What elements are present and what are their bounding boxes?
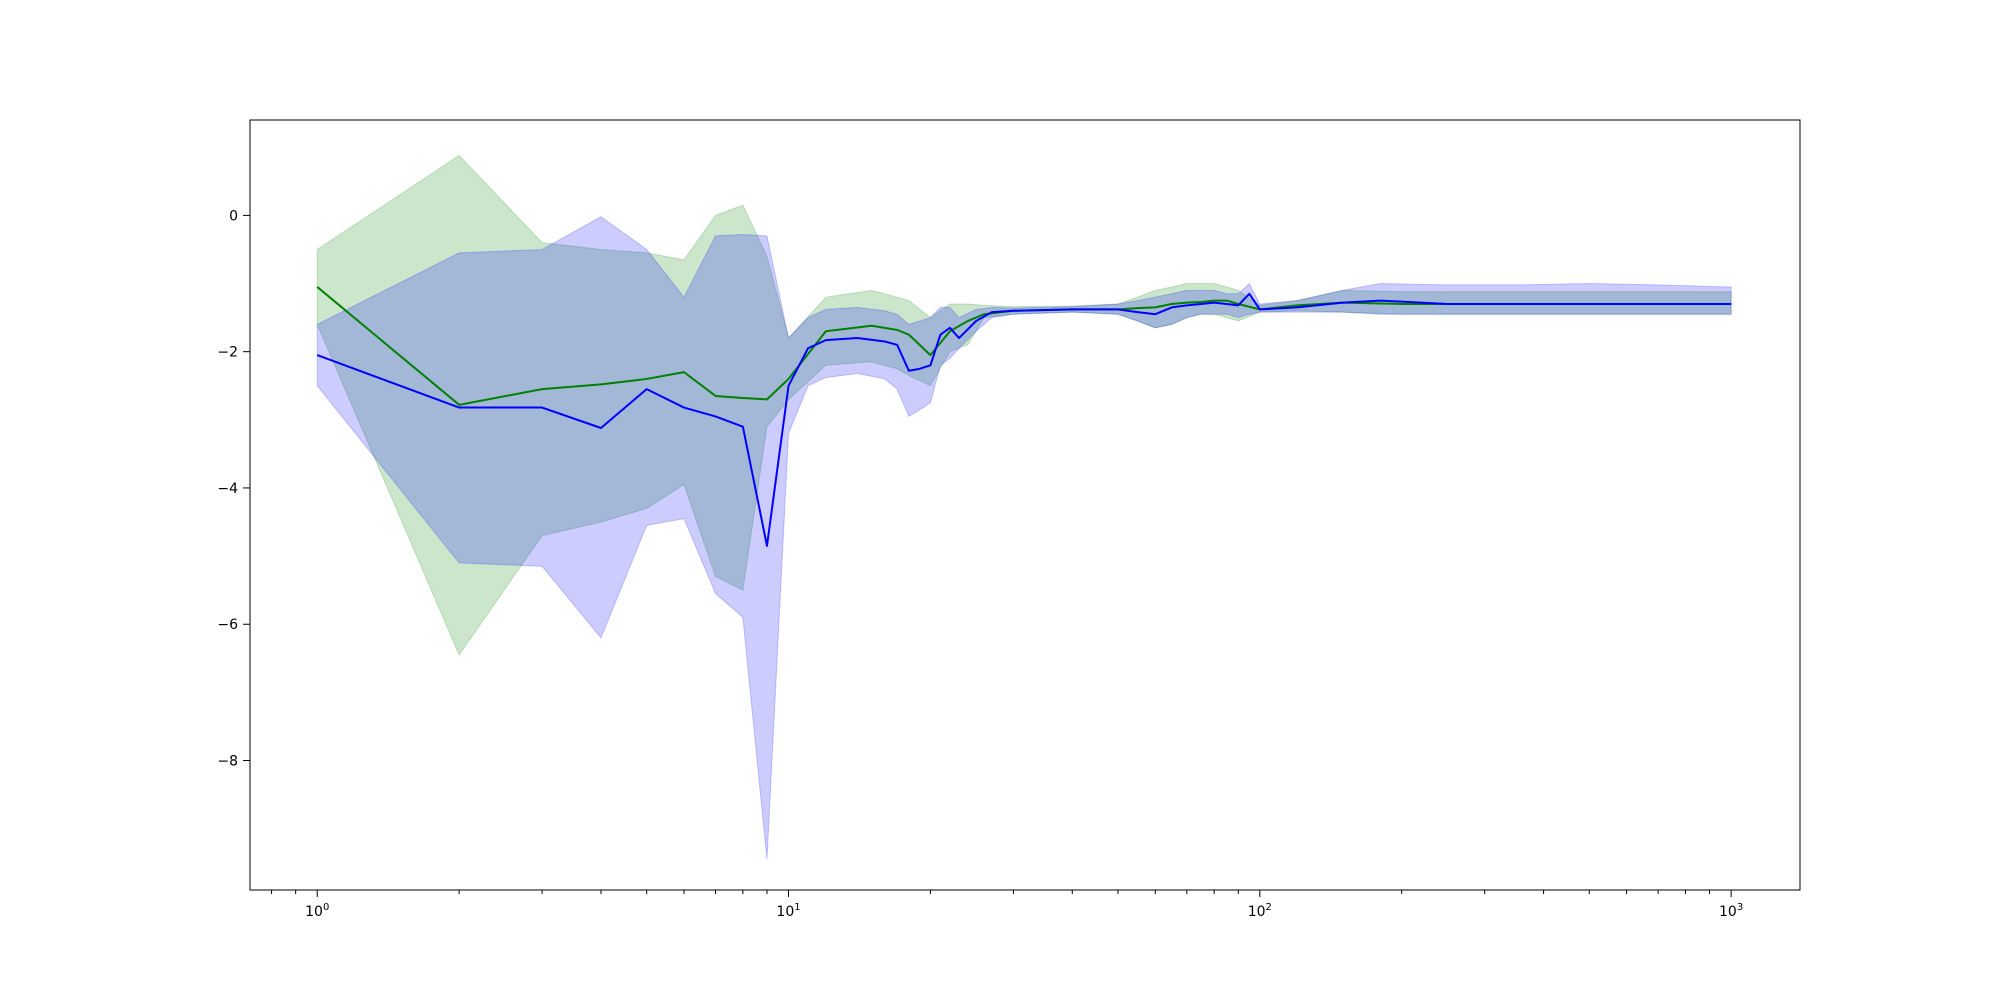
x-tick-label: 100 <box>305 902 329 920</box>
plot-area <box>316 154 1732 860</box>
axes-frame <box>249 119 1801 891</box>
y-axis: 0 −2 −4 −6 −8 <box>217 208 250 770</box>
x-axis: 100 101 102 103 <box>271 890 1743 920</box>
line-series-2 <box>316 292 1732 547</box>
confidence-bands <box>316 154 1732 860</box>
band-series-2 <box>316 216 1732 860</box>
band-series-1 <box>316 154 1732 656</box>
y-tick-label: −2 <box>217 345 238 361</box>
x-tick-label: 103 <box>1719 902 1743 920</box>
y-tick-label: −4 <box>217 481 238 497</box>
series-lines <box>316 286 1732 547</box>
y-tick-label: 0 <box>229 208 238 224</box>
y-tick-label: −6 <box>217 617 238 633</box>
y-tick-label: −8 <box>217 754 238 770</box>
x-tick-label: 102 <box>1248 902 1272 920</box>
x-tick-label: 101 <box>776 902 800 920</box>
